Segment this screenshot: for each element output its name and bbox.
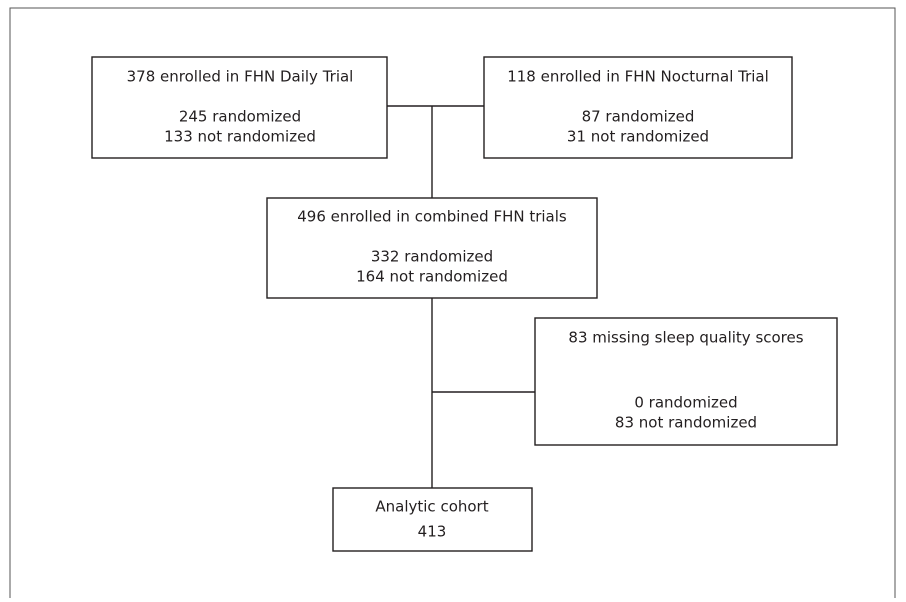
- node-title: 83 missing sleep quality scores: [568, 329, 803, 347]
- node: 118 enrolled in FHN Nocturnal Trial 87 r…: [483, 56, 793, 159]
- node-line: 31 not randomized: [567, 128, 709, 146]
- frame: [9, 7, 896, 598]
- node-line: 83 not randomized: [615, 414, 757, 432]
- node: 496 enrolled in combined FHN trials 332 …: [266, 197, 598, 299]
- node-box: [483, 56, 793, 159]
- node-title: 496 enrolled in combined FHN trials: [297, 208, 567, 226]
- node-line: 87 randomized: [582, 108, 695, 126]
- node-line: 133 not randomized: [164, 128, 316, 146]
- node-box: [332, 487, 533, 552]
- node-box: [91, 56, 388, 159]
- node: 83 missing sleep quality scores 0 random…: [534, 317, 838, 446]
- exclusion-connector: [431, 298, 535, 488]
- node-title: 378 enrolled in FHN Daily Trial: [127, 68, 354, 86]
- node-line: 332 randomized: [371, 248, 493, 266]
- node-box: [534, 317, 838, 446]
- node-line: 0 randomized: [634, 394, 737, 412]
- node: Analytic cohort 413: [332, 487, 533, 552]
- node-line: 245 randomized: [179, 108, 301, 126]
- node: 378 enrolled in FHN Daily Trial 245 rand…: [91, 56, 388, 159]
- node-line: 164 not randomized: [356, 268, 508, 286]
- node-title: Analytic cohort: [375, 498, 488, 516]
- merge-connector: [387, 105, 484, 198]
- node-line: 413: [418, 523, 447, 541]
- node-box: [266, 197, 598, 299]
- node-title: 118 enrolled in FHN Nocturnal Trial: [507, 68, 769, 86]
